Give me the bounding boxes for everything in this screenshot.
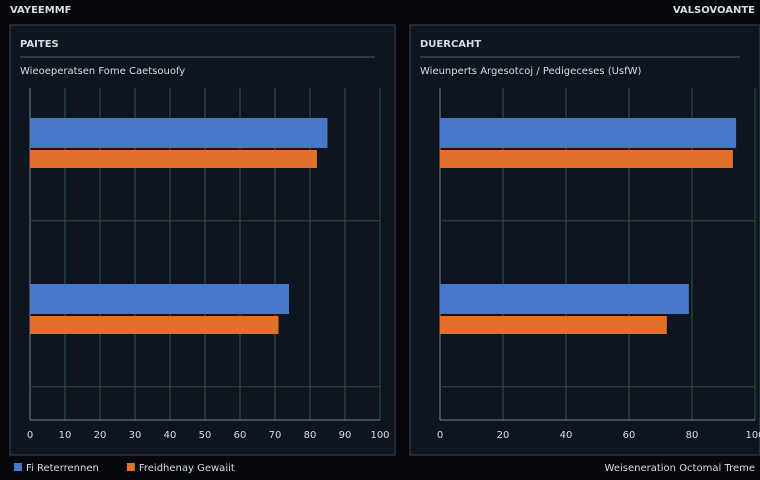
x-tick-label: 100 — [745, 430, 760, 441]
bar — [440, 150, 733, 168]
legend-swatch — [14, 463, 22, 471]
x-tick-label: 20 — [497, 430, 510, 441]
panel-title: PAITES — [20, 39, 59, 50]
x-tick-label: 60 — [623, 430, 636, 441]
header-right: VALSOVOANTE — [673, 5, 755, 16]
x-tick-label: 100 — [370, 430, 389, 441]
header-left: VAYEEMMF — [10, 5, 71, 16]
panel-title: DUERCAHT — [420, 39, 481, 50]
x-tick-label: 80 — [304, 430, 317, 441]
panel — [9, 24, 396, 456]
x-tick-label: 40 — [164, 430, 177, 441]
note: Weiseneration Octomal Treme — [605, 463, 755, 474]
x-tick-label: 10 — [59, 430, 72, 441]
x-tick-label: 70 — [269, 430, 282, 441]
x-tick-label: 60 — [234, 430, 247, 441]
bar — [440, 284, 689, 314]
panel-subtitle: Wieoeperatsen Fome Caetsouofy — [20, 66, 185, 77]
x-tick-label: 20 — [94, 430, 107, 441]
panel-subtitle: Wieunperts Argesotcoj / Pedigeceses (Usf… — [420, 66, 642, 77]
bar — [30, 284, 289, 314]
bar — [440, 118, 737, 148]
legend-label: Freidhenay Gewaiit — [139, 463, 235, 474]
x-tick-label: 40 — [560, 430, 573, 441]
bar — [30, 118, 328, 148]
x-tick-label: 30 — [129, 430, 142, 441]
bar — [440, 316, 667, 334]
bar — [30, 316, 279, 334]
legend-swatch — [126, 463, 135, 471]
x-tick-label: 90 — [339, 430, 352, 441]
bar — [30, 150, 317, 168]
x-tick-label: 0 — [437, 430, 443, 441]
panel — [409, 24, 760, 456]
x-tick-label: 0 — [27, 430, 33, 441]
x-tick-label: 80 — [686, 430, 699, 441]
x-tick-label: 50 — [199, 430, 212, 441]
legend-label: Fi Reterrennen — [26, 463, 99, 474]
